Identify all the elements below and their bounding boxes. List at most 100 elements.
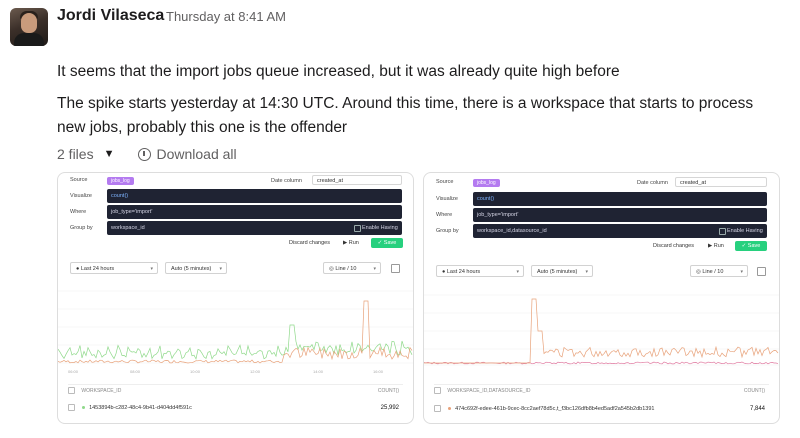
- series-dot: [447, 407, 451, 411]
- visualize-value: count(): [477, 196, 495, 202]
- enable-having-checkbox: [354, 225, 361, 232]
- chevron-down-icon: ▾: [150, 266, 153, 272]
- series-line-orange: [424, 298, 779, 364]
- source-label: Source: [70, 177, 88, 183]
- groupby-value: workspace_id: [111, 225, 145, 231]
- where-value: job_type='import': [111, 209, 153, 215]
- date-column-label: Date column: [271, 178, 302, 184]
- author-name[interactable]: Jordi Vilaseca: [57, 7, 165, 24]
- chevron-down-icon: ▾: [740, 269, 743, 275]
- groupby-label: Group by: [436, 228, 459, 234]
- files-count[interactable]: 2 files: [57, 146, 94, 162]
- run-label: Run: [713, 243, 724, 249]
- collapse-caret-icon[interactable]: ▼: [103, 148, 115, 160]
- axis-tick: 14:00: [313, 369, 324, 374]
- run-label: Run: [348, 240, 359, 246]
- message-line-3: new jobs, probably this one is the offen…: [57, 119, 348, 136]
- row-value: 25,992: [380, 405, 399, 411]
- visualize-value: count(): [111, 193, 129, 199]
- groupby-field: workspace_id,datasource_id Enable Having: [473, 224, 767, 238]
- download-all-button[interactable]: Download all: [138, 146, 237, 162]
- user-avatar[interactable]: [10, 8, 48, 46]
- chevron-down-icon: ▾: [373, 266, 376, 272]
- message-line-2: The spike starts yesterday at 14:30 UTC.…: [57, 95, 754, 112]
- where-label: Where: [70, 209, 87, 215]
- range-value: Last 24 hours: [80, 266, 115, 272]
- visualize-field: count(): [107, 189, 402, 203]
- header-checkbox: [68, 387, 75, 395]
- expand-icon: [757, 267, 766, 276]
- table-header: WORKSPACE_ID,DATASOURCE_ID COUNT(): [434, 384, 769, 397]
- run-button: ▶ Run: [708, 243, 724, 249]
- row-id: 474c692f-edee-461b-9cec-8cc2aef78d5c,t_f…: [455, 406, 655, 412]
- axis-tick: 16:00: [373, 369, 384, 374]
- download-all-label: Download all: [156, 146, 237, 162]
- screenshot-card-1[interactable]: Source jobs_log Date column created_at V…: [57, 172, 414, 424]
- range-value: Last 24 hours: [446, 269, 481, 275]
- chart-2-series: [424, 298, 779, 365]
- where-field: job_type='import': [107, 205, 402, 219]
- row-id: 1453894b-c282-48c4-9b41-d404dd4f591c: [89, 405, 192, 411]
- granularity-select: Auto (5 minutes) ▾: [531, 265, 593, 277]
- date-column-select: created_at: [675, 177, 767, 187]
- chart-type-select: ◎ Line / 10 ▾: [323, 262, 381, 274]
- chevron-down-icon: ▾: [516, 269, 519, 275]
- chart-1-series: [58, 300, 413, 364]
- enable-having-checkbox: [719, 228, 726, 235]
- chevron-down-icon: ▾: [219, 266, 222, 272]
- series-line-green: [58, 324, 413, 360]
- save-label: Save: [747, 243, 761, 249]
- groupby-value: workspace_id,datasource_id: [477, 228, 547, 234]
- chevron-down-icon: ▾: [585, 269, 588, 275]
- run-button: ▶ Run: [343, 240, 359, 246]
- row-value: 7,844: [749, 406, 765, 412]
- visualize-label: Visualize: [70, 193, 92, 199]
- chart-2: [424, 294, 779, 366]
- visualize-label: Visualize: [436, 196, 458, 202]
- table-row: 1453894b-c282-48c4-9b41-d404dd4f591c 25,…: [68, 401, 403, 415]
- message-line-1: It seems that the import jobs queue incr…: [57, 63, 620, 80]
- files-toolbar: 2 files ▼ Download all: [57, 146, 237, 162]
- granularity-value: Auto (5 minutes): [171, 266, 212, 272]
- avatar-body: [14, 33, 44, 46]
- range-select: ● Last 24 hours ▾: [70, 262, 158, 274]
- save-button: ✓ Save: [371, 238, 403, 248]
- series-dot: [81, 406, 85, 410]
- axis-tick: 06:00: [68, 369, 79, 374]
- column-header: WORKSPACE_ID,DATASOURCE_ID: [447, 388, 531, 394]
- granularity-select: Auto (5 minutes) ▾: [165, 262, 227, 274]
- where-field: job_type='import': [473, 208, 767, 222]
- granularity-value: Auto (5 minutes): [537, 269, 578, 275]
- enable-having-label: Enable Having: [727, 228, 763, 234]
- chart-type-select: ◎ Line / 10 ▾: [690, 265, 748, 277]
- enable-having-label: Enable Having: [362, 225, 398, 231]
- discard-changes-button: Discard changes: [289, 240, 330, 246]
- range-select: ● Last 24 hours ▾: [436, 265, 524, 277]
- screenshot-card-2[interactable]: Source jobs_log Date column created_at V…: [423, 172, 780, 424]
- message-timestamp[interactable]: Thursday at 8:41 AM: [166, 9, 286, 24]
- expand-icon: [391, 264, 400, 273]
- source-label: Source: [436, 179, 454, 185]
- chart-type-value: Line / 10: [335, 266, 357, 272]
- download-icon: [138, 147, 152, 161]
- save-label: Save: [383, 240, 397, 246]
- chart-type-value: Line / 10: [702, 269, 724, 275]
- header-checkbox: [434, 387, 441, 395]
- where-value: job_type='import': [477, 212, 519, 218]
- axis-tick: 10:00: [190, 369, 201, 374]
- count-header: COUNT(): [743, 388, 765, 394]
- table-row: 474c692f-edee-461b-9cec-8cc2aef78d5c,t_f…: [434, 402, 769, 416]
- source-pill: jobs_log: [473, 179, 500, 187]
- date-column-select: created_at: [312, 175, 402, 185]
- chart-1: 06:00 08:00 10:00 12:00 14:00 16:00: [58, 290, 413, 374]
- column-header: WORKSPACE_ID: [81, 388, 122, 394]
- count-header: COUNT(): [377, 388, 399, 394]
- avatar-face: [21, 13, 37, 33]
- date-column-label: Date column: [637, 180, 668, 186]
- row-checkbox: [434, 405, 441, 413]
- series-line-pink: [424, 361, 779, 365]
- table-header: WORKSPACE_ID COUNT(): [68, 384, 403, 397]
- visualize-field: count(): [473, 192, 767, 206]
- axis-tick: 08:00: [130, 369, 141, 374]
- row-checkbox: [68, 404, 75, 412]
